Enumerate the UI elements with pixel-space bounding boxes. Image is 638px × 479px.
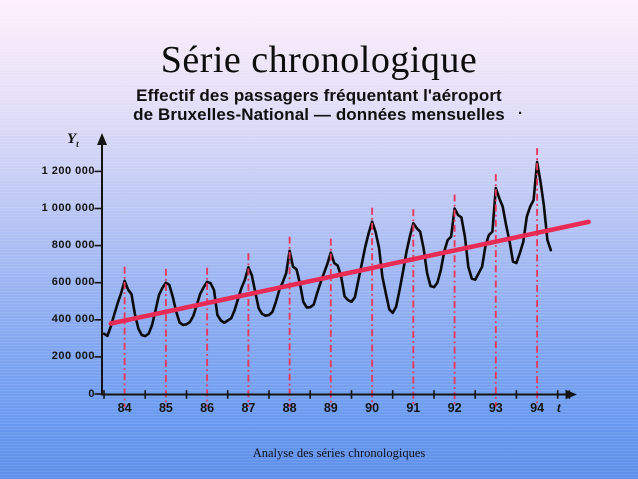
subtitle-line-1: Effectif des passagers fréquentant l'aér… [136, 86, 502, 105]
axes [94, 133, 577, 400]
x-tick-label: 92 [447, 401, 462, 415]
x-axis-ticks [103, 390, 571, 399]
x-tick-label: 84 [117, 401, 132, 415]
subtitle-line-2: de Bruxelles-National — données mensuell… [133, 105, 505, 124]
x-tick-label: 88 [282, 401, 297, 415]
y-tick-label: 0 [88, 387, 95, 400]
x-tick-label: 90 [365, 401, 380, 415]
slide-title: Série chronologique [160, 39, 478, 81]
y-axis-title-sub: t [76, 139, 79, 149]
y-axis-arrow-icon [97, 133, 107, 145]
slide-subtitle: Effectif des passagers fréquentant l'aér… [0, 86, 638, 124]
y-tick-label: 800 000 [51, 239, 95, 252]
x-tick-label: 93 [488, 401, 503, 415]
y-axis-title-main: Y [67, 131, 77, 147]
y-axis-ticks [94, 170, 103, 395]
subtitle-period: . [518, 101, 523, 118]
x-tick-label: 87 [241, 401, 256, 415]
x-tick-label: 91 [406, 401, 421, 415]
x-tick-label: 85 [158, 401, 173, 415]
y-tick-label: 200 000 [51, 350, 95, 363]
x-tick-label: 89 [323, 401, 338, 415]
footer-text: Analyse des séries chronologiques [252, 446, 426, 460]
x-tick-label: 86 [200, 401, 215, 415]
passengers-series-line [102, 160, 553, 338]
y-tick-label: 1 200 000 [41, 164, 95, 177]
y-tick-label: 400 000 [51, 313, 95, 326]
trend-line [108, 219, 591, 326]
y-tick-label: 600 000 [51, 276, 95, 289]
x-tick-label: 94 [530, 401, 545, 415]
seasonal-peak-lines [123, 148, 539, 407]
y-axis-title: Yt [67, 131, 79, 149]
y-tick-label: 1 000 000 [41, 202, 95, 214]
x-axis-arrow-icon [565, 389, 577, 400]
x-axis-title: t [557, 400, 561, 415]
